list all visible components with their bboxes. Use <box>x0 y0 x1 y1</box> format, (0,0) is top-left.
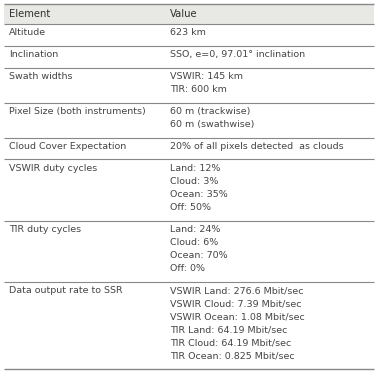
Text: TIR Cloud: 64.19 Mbit/sec: TIR Cloud: 64.19 Mbit/sec <box>170 338 291 347</box>
Bar <box>4 24 374 46</box>
Bar <box>4 282 374 369</box>
Bar <box>4 68 374 103</box>
Bar <box>4 103 374 138</box>
Text: Cloud: 3%: Cloud: 3% <box>170 177 218 186</box>
Bar <box>4 138 374 159</box>
Text: SSO, e=0, 97.01° inclination: SSO, e=0, 97.01° inclination <box>170 50 305 59</box>
Text: 60 m (trackwise): 60 m (trackwise) <box>170 107 250 116</box>
Text: TIR: 600 km: TIR: 600 km <box>170 85 227 94</box>
Text: 623 km: 623 km <box>170 28 206 37</box>
Text: Altitude: Altitude <box>9 28 46 37</box>
Text: Off: 50%: Off: 50% <box>170 203 211 212</box>
Text: Ocean: 70%: Ocean: 70% <box>170 251 228 260</box>
Text: VSWIR Cloud: 7.39 Mbit/sec: VSWIR Cloud: 7.39 Mbit/sec <box>170 299 301 308</box>
Text: Swath widths: Swath widths <box>9 72 73 81</box>
Text: VSWIR Land: 276.6 Mbit/sec: VSWIR Land: 276.6 Mbit/sec <box>170 286 304 295</box>
Text: Value: Value <box>170 9 198 19</box>
Text: 20% of all pixels detected  as clouds: 20% of all pixels detected as clouds <box>170 142 344 151</box>
Text: Cloud: 6%: Cloud: 6% <box>170 238 218 247</box>
Bar <box>4 4 374 24</box>
Text: Pixel Size (both instruments): Pixel Size (both instruments) <box>9 107 146 116</box>
Text: TIR Ocean: 0.825 Mbit/sec: TIR Ocean: 0.825 Mbit/sec <box>170 351 294 361</box>
Text: Element: Element <box>9 9 50 19</box>
Text: Inclination: Inclination <box>9 50 58 59</box>
Text: 60 m (swathwise): 60 m (swathwise) <box>170 120 254 129</box>
Text: Land: 12%: Land: 12% <box>170 164 220 173</box>
Text: TIR duty cycles: TIR duty cycles <box>9 225 81 234</box>
Text: VSWIR Ocean: 1.08 Mbit/sec: VSWIR Ocean: 1.08 Mbit/sec <box>170 312 305 321</box>
Bar <box>4 159 374 220</box>
Text: Cloud Cover Expectation: Cloud Cover Expectation <box>9 142 126 151</box>
Text: TIR Land: 64.19 Mbit/sec: TIR Land: 64.19 Mbit/sec <box>170 325 287 334</box>
Text: Off: 0%: Off: 0% <box>170 264 205 273</box>
Text: Data output rate to SSR: Data output rate to SSR <box>9 286 122 295</box>
Text: VSWIR: 145 km: VSWIR: 145 km <box>170 72 243 81</box>
Text: Ocean: 35%: Ocean: 35% <box>170 190 228 199</box>
Bar <box>4 220 374 282</box>
Text: Land: 24%: Land: 24% <box>170 225 220 234</box>
Text: VSWIR duty cycles: VSWIR duty cycles <box>9 164 97 173</box>
Bar <box>4 46 374 68</box>
